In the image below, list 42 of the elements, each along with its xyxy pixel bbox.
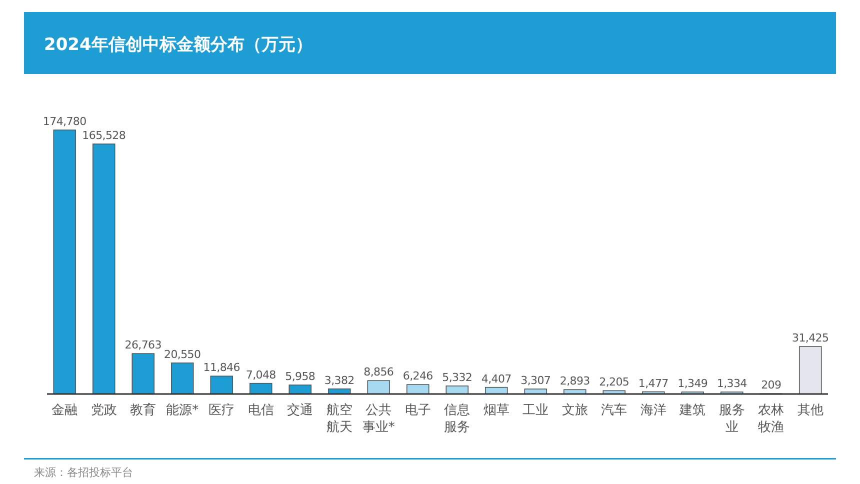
x-tick-label: 能源* bbox=[166, 403, 200, 418]
x-tick-label: 工业 bbox=[522, 403, 549, 418]
x-tick-label: 汽车 bbox=[601, 403, 628, 418]
data-label: 2,893 bbox=[560, 374, 590, 388]
x-tick-label: 电子 bbox=[404, 403, 431, 418]
data-label: 2,205 bbox=[599, 376, 630, 389]
data-label: 1,477 bbox=[638, 376, 669, 390]
data-label: 26,763 bbox=[124, 338, 162, 352]
data-label: 31,425 bbox=[792, 332, 830, 345]
x-tick-label: 文旅 bbox=[562, 403, 588, 418]
data-label: 5,332 bbox=[442, 370, 472, 384]
x-tick-label: 服务业 bbox=[718, 403, 745, 435]
data-label: 174,780 bbox=[42, 115, 87, 128]
data-label: 1,349 bbox=[678, 376, 708, 390]
x-tick-label: 公共事业* bbox=[362, 403, 396, 435]
x-tick-label: 党政 bbox=[90, 403, 117, 418]
data-label: 8,856 bbox=[364, 366, 394, 379]
data-label: 1,334 bbox=[716, 376, 748, 390]
x-tick-label: 金融 bbox=[52, 403, 78, 418]
x-tick-label: 航空航天 bbox=[326, 403, 352, 435]
x-tick-label: 教育 bbox=[130, 402, 156, 418]
x-tick-label: 信息服务 bbox=[444, 403, 470, 435]
x-tick-label: 烟草 bbox=[483, 403, 510, 418]
x-tick-label: 海洋 bbox=[640, 403, 666, 418]
source-note: 来源：各招投标平台 bbox=[34, 466, 133, 479]
data-label: 4,407 bbox=[481, 372, 512, 386]
data-label: 209 bbox=[761, 378, 782, 392]
x-tick-label: 其他 bbox=[797, 403, 824, 418]
chart-title: 2024年信创中标金额分布（万元） bbox=[44, 35, 312, 55]
data-label: 6,246 bbox=[402, 370, 434, 383]
x-tick-label: 建筑 bbox=[678, 403, 706, 418]
x-tick-label: 电信 bbox=[248, 403, 274, 418]
data-label: 3,307 bbox=[520, 374, 551, 388]
x-tick-label: 医疗 bbox=[208, 403, 235, 418]
x-tick-label: 农林牧渔 bbox=[758, 403, 784, 435]
data-label: 3,382 bbox=[324, 374, 354, 387]
data-label: 7,048 bbox=[246, 368, 276, 382]
data-label: 11,846 bbox=[203, 361, 240, 374]
data-label: 5,958 bbox=[285, 370, 316, 383]
x-tick-label: 交通 bbox=[287, 402, 314, 418]
data-label: 165,528 bbox=[82, 128, 126, 142]
data-label: 20,550 bbox=[164, 348, 202, 361]
